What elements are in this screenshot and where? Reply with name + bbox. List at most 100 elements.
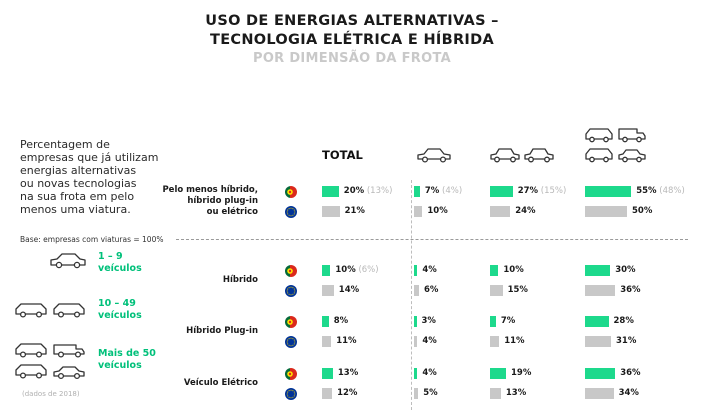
value-text: 7% (424, 186, 440, 196)
value-text: 3% (421, 316, 436, 326)
value-text: 36% (620, 285, 641, 295)
value-text: 11% (504, 336, 525, 346)
portugal-bar (585, 186, 632, 197)
description-line: menos uma viatura. (20, 203, 131, 216)
value-label: 6% (424, 285, 438, 296)
portugal-bar (585, 265, 611, 276)
europe-bar (490, 206, 511, 217)
portugal-bar (414, 265, 418, 276)
europe-flag-icon (285, 336, 297, 348)
legend-label-small-fleet: 1 – 9 veículos (98, 251, 142, 275)
europe-bar (585, 285, 616, 296)
description-line: energias alternativas (20, 164, 137, 177)
car-icon (50, 253, 86, 269)
value-text: 31% (616, 336, 637, 346)
van-icon (15, 303, 47, 318)
value-label: 28% (614, 316, 634, 327)
europe-bar (414, 206, 423, 217)
europe-bar (322, 336, 332, 347)
value-label: 10% (503, 265, 523, 276)
portugal-flag-icon (285, 186, 297, 198)
value-text: 28% (613, 316, 634, 326)
portugal-bar (322, 265, 331, 276)
value-label: 27% (15%) (518, 186, 567, 197)
europe-bar (414, 336, 418, 347)
description-line: empresas que já utilizam (20, 151, 159, 164)
legend-label-line: veículos (98, 263, 142, 274)
portugal-bar (490, 186, 513, 197)
portugal-bar (490, 316, 496, 327)
value-label: 20% (13%) (344, 186, 393, 197)
legend-label-line: 10 – 49 (98, 298, 136, 309)
value-label: 24% (515, 206, 535, 217)
value-label: 4% (422, 336, 436, 347)
legend-label-line: 1 – 9 (98, 251, 123, 262)
column-header-large-fleet-icon (585, 128, 646, 163)
row-label: Veículo Elétrico (148, 378, 258, 389)
value-text: 8% (333, 316, 349, 326)
chart-subtitle: POR DIMENSÃO DA FROTA (253, 51, 451, 66)
value-text: 14% (338, 285, 360, 295)
value-label: 10% (6%) (335, 265, 378, 276)
value-text: 50% (632, 206, 653, 216)
value-text: 55% (636, 186, 657, 196)
value-text: 12% (337, 388, 358, 398)
row-label-line: Híbrido (222, 274, 258, 285)
base-note: Base: empresas com viaturas = 100% (20, 235, 164, 244)
value-label: 21% (345, 206, 365, 217)
row-label: Híbrido Plug-in (148, 326, 258, 337)
europe-bar (585, 388, 614, 399)
value-label: 50% (632, 206, 652, 217)
value-label: 11% (336, 336, 356, 347)
chart-description: Percentagem de empresas que já utilizam … (20, 138, 170, 216)
value-label: 7% (501, 316, 515, 327)
europe-flag-icon (285, 206, 297, 218)
column-header-medium-fleet-icon (490, 148, 554, 163)
value-text: 34% (618, 388, 639, 398)
value-label: 31% (616, 336, 636, 347)
chart-title-line2: TECNOLOGIA ELÉTRICA E HÍBRIDA (210, 32, 494, 48)
value-text: 19% (511, 368, 532, 378)
legend-label-large-fleet: Mais de 50 veículos (98, 348, 156, 372)
value-label: 30% (615, 265, 635, 276)
description-line: ou novas tecnologias (20, 177, 137, 190)
value-label: 34% (619, 388, 639, 399)
data-note: (dados de 2018) (22, 390, 80, 398)
value-label: 8% (334, 316, 348, 327)
europe-bar (322, 285, 334, 296)
europe-bar (322, 206, 340, 217)
value-text: 10% (427, 206, 448, 216)
value-text: 27% (517, 186, 539, 196)
portugal-bar (490, 368, 506, 379)
legend-label-line: veículos (98, 310, 142, 321)
value-text: 15% (507, 285, 528, 295)
europe-bar (490, 285, 503, 296)
row-label-line: ou elétrico (206, 206, 258, 217)
europe-bar (414, 388, 419, 399)
column-header-small-fleet-icon (417, 148, 451, 163)
previous-value-text: (4%) (439, 186, 463, 196)
value-label: 4% (422, 368, 436, 379)
legend-label-line: Mais de 50 (98, 348, 156, 359)
portugal-flag-icon (285, 265, 297, 277)
value-label: 36% (620, 285, 640, 296)
portugal-flag-icon (285, 316, 297, 328)
value-label: 36% (620, 368, 640, 379)
row-label-line: Veículo Elétrico (183, 377, 258, 388)
row-label: Híbrido (148, 275, 258, 286)
van-icon (15, 364, 47, 379)
value-text: 4% (422, 336, 437, 346)
value-label: 13% (506, 388, 526, 399)
europe-bar (585, 206, 627, 217)
column-header-total: TOTAL (322, 148, 363, 162)
portugal-bar (322, 186, 339, 197)
previous-value-text: (6%) (355, 265, 379, 275)
portugal-bar (414, 186, 420, 197)
value-label: 13% (338, 368, 358, 379)
value-text: 7% (500, 316, 516, 326)
portugal-flag-icon (285, 368, 297, 380)
legend-label-line: veículos (98, 360, 142, 371)
car-icon (53, 366, 85, 380)
chart-title-line1: USO DE ENERGIAS ALTERNATIVAS – (205, 13, 499, 29)
europe-bar (490, 336, 500, 347)
